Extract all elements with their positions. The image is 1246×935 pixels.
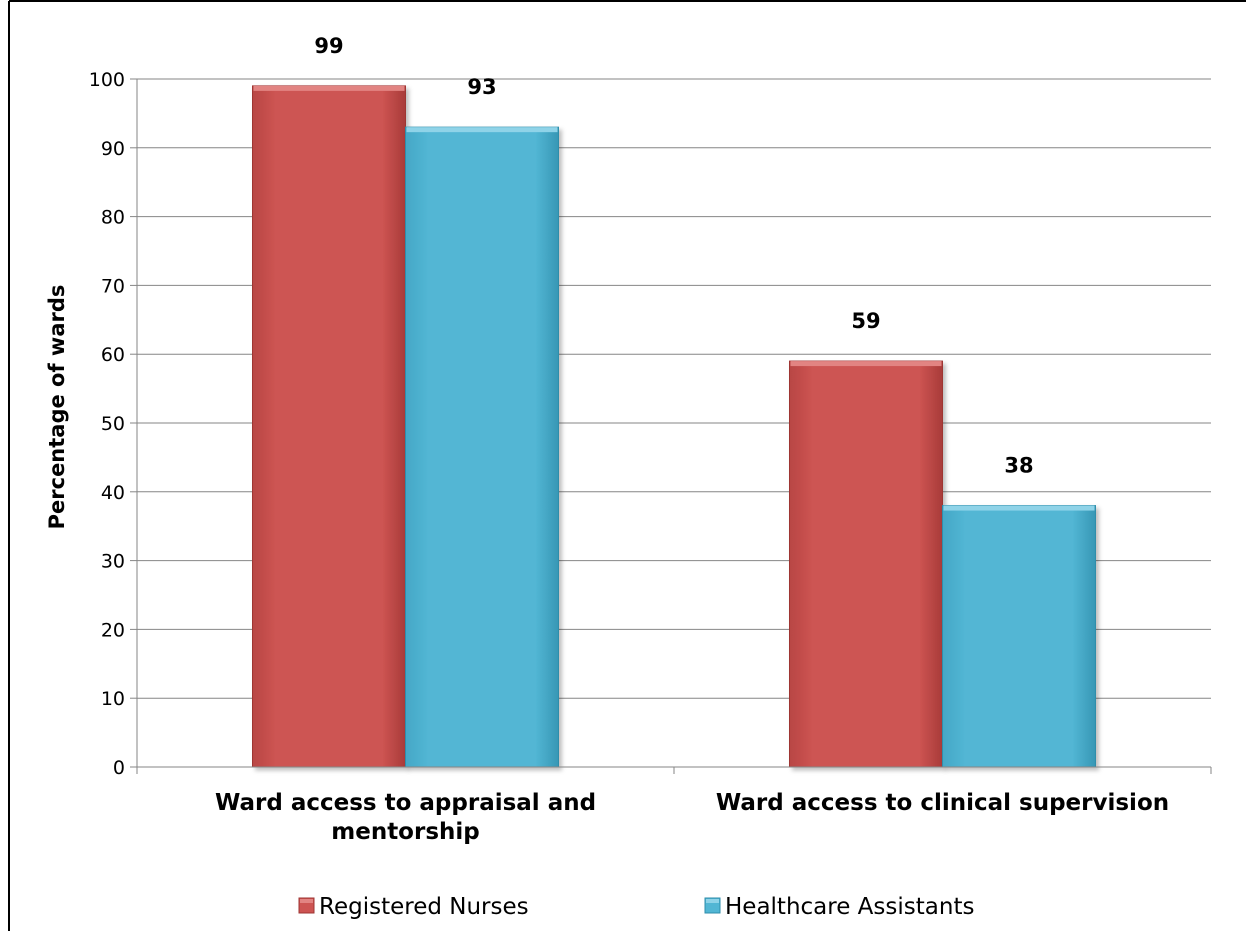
y-tick-label: 20 xyxy=(101,619,125,641)
x-category-label: mentorship xyxy=(331,819,480,845)
x-category-label: Ward access to appraisal and xyxy=(215,790,596,816)
y-tick-label: 10 xyxy=(101,688,125,710)
y-tick-label: 0 xyxy=(113,757,125,779)
y-tick-label: 90 xyxy=(101,138,125,160)
bar-top-bevel xyxy=(253,85,405,91)
data-label: 59 xyxy=(851,309,880,333)
bar-healthcare-assistants xyxy=(405,126,559,768)
bar-registered-nurses xyxy=(252,85,406,768)
bar-body xyxy=(789,360,943,768)
legend: Registered Nurses Healthcare Assistants xyxy=(298,894,974,920)
y-tick-label: 50 xyxy=(101,413,125,435)
data-label: 38 xyxy=(1004,454,1033,478)
y-tick-label: 100 xyxy=(89,69,125,91)
bar-body xyxy=(942,505,1096,768)
legend-swatch-bevel xyxy=(300,899,313,903)
y-tick-label: 70 xyxy=(101,275,125,297)
y-tick-label: 60 xyxy=(101,344,125,366)
legend-item: Healthcare Assistants xyxy=(704,894,974,920)
bar-top-bevel xyxy=(943,505,1095,511)
bar-top-bevel xyxy=(406,127,558,133)
bar-registered-nurses xyxy=(789,360,943,768)
x-category-label: Ward access to clinical supervision xyxy=(716,790,1169,816)
legend-label: Registered Nurses xyxy=(319,894,529,920)
legend-item: Registered Nurses xyxy=(298,894,529,920)
y-tick-label: 80 xyxy=(101,207,125,229)
bar-healthcare-assistants xyxy=(942,505,1096,768)
data-label: 93 xyxy=(467,75,496,99)
bar-top-bevel xyxy=(790,361,942,367)
data-label: 99 xyxy=(314,34,343,58)
bar-body xyxy=(405,126,559,768)
y-axis-title: Percentage of wards xyxy=(45,285,69,530)
y-tick-label: 40 xyxy=(101,482,125,504)
legend-swatch-bevel xyxy=(706,899,719,903)
bar-body xyxy=(252,85,406,768)
y-tick-label: 30 xyxy=(101,551,125,573)
legend-label: Healthcare Assistants xyxy=(725,894,974,920)
